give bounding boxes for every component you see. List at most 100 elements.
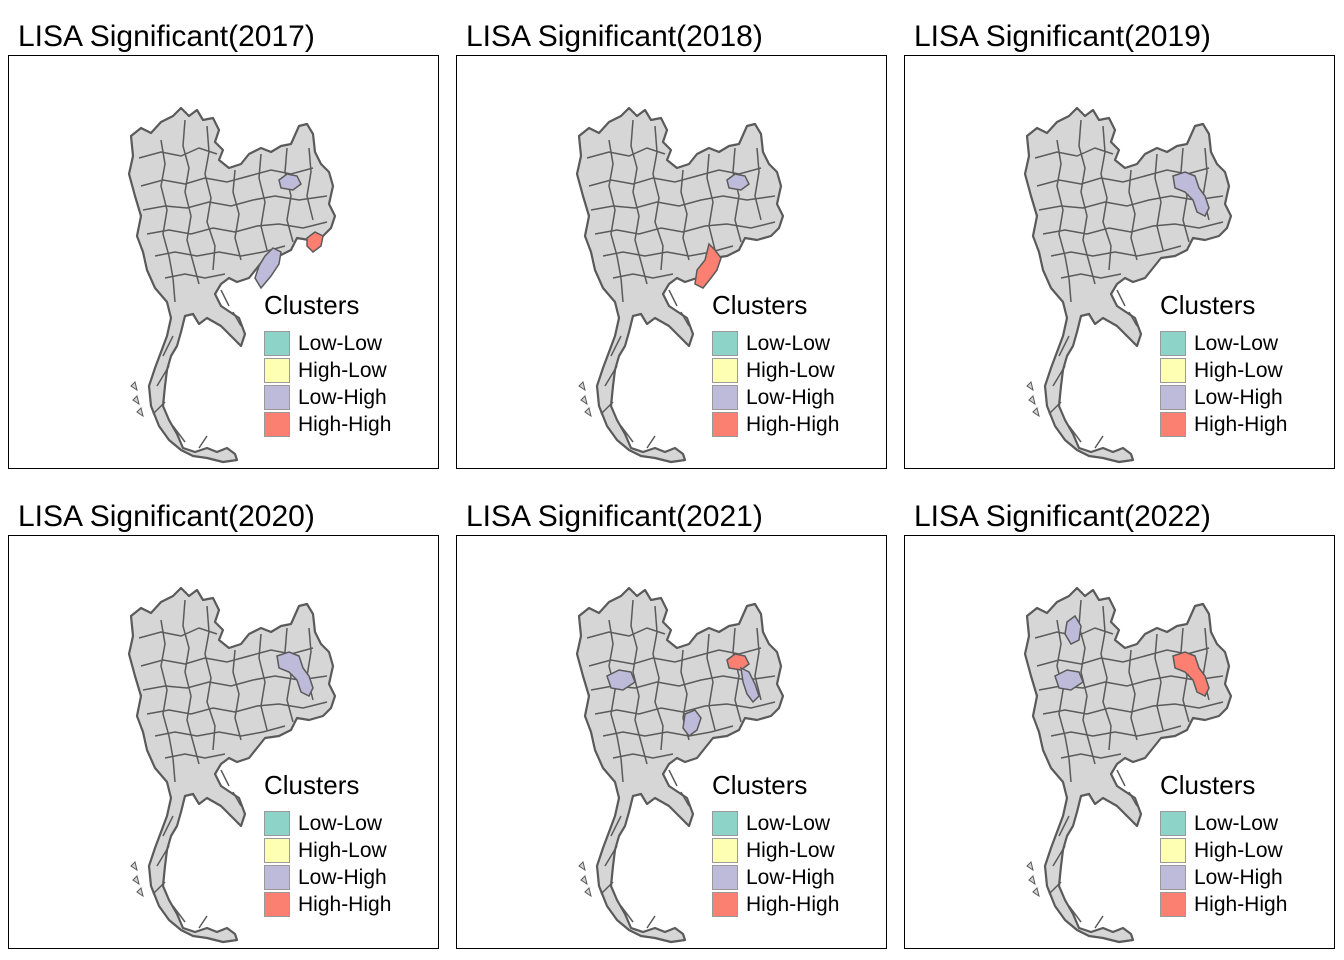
province-border (680, 169, 690, 261)
province-border (1042, 221, 1224, 235)
legend-swatch (712, 385, 738, 410)
province-border (154, 725, 286, 737)
thailand-map (127, 106, 337, 464)
legend-swatch (264, 358, 290, 383)
legend-label: High-High (1194, 893, 1288, 916)
legend-item: Low-Low (1160, 810, 1287, 837)
province-border (162, 815, 174, 837)
province-border (1036, 167, 1210, 187)
legend-swatch (712, 892, 738, 917)
thailand-map (1023, 586, 1233, 944)
legend-item: Low-Low (1160, 330, 1287, 357)
province-border (152, 401, 166, 415)
province-border (608, 619, 624, 783)
province-border (1180, 147, 1190, 243)
province-border (1154, 153, 1164, 251)
cluster-region-west-central (1054, 669, 1084, 691)
island (1028, 395, 1036, 406)
cluster-region-northeast-tip (278, 173, 302, 191)
legend-label: Low-High (298, 386, 387, 409)
legend-title: Clusters (264, 770, 360, 800)
province-border (220, 289, 230, 307)
island (132, 395, 140, 406)
legend-swatch (1160, 892, 1186, 917)
legend-swatch (1160, 811, 1186, 836)
legend-item: High-High (1160, 411, 1287, 438)
province-border (1094, 435, 1104, 449)
island (136, 887, 144, 898)
province-border (204, 605, 216, 751)
legend-label: High-High (298, 893, 392, 916)
map-frame: Clusters Low-Low High-Low Low-High High-Hig… (456, 535, 887, 949)
province-border (1068, 905, 1082, 923)
legend-item: High-Low (264, 357, 391, 384)
legend-label: Low-High (746, 386, 835, 409)
legend-swatch (264, 838, 290, 863)
province-border (156, 845, 170, 867)
province-border (1100, 125, 1112, 271)
panel-title: LISA Significant(2022) (914, 500, 1211, 533)
thailand-map (127, 586, 337, 944)
province-border (604, 365, 618, 387)
province-border (306, 147, 314, 221)
province-border (630, 119, 648, 285)
legend-swatch (264, 811, 290, 836)
island (578, 861, 586, 872)
province-border (146, 221, 328, 235)
legend-swatch (1160, 385, 1186, 410)
province-border (732, 147, 742, 243)
province-border (732, 627, 742, 723)
province-border (680, 311, 690, 327)
province-border (1060, 273, 1122, 279)
province-border (1050, 725, 1182, 737)
legend-swatch (264, 892, 290, 917)
legend-title: Clusters (712, 290, 808, 320)
legend-label: High-High (298, 413, 392, 436)
legend-swatch (712, 358, 738, 383)
province-border (1050, 245, 1182, 257)
legend-item: Low-High (264, 864, 391, 891)
province-border (1180, 627, 1190, 723)
legend-item: Low-High (712, 864, 839, 891)
province-border (152, 881, 166, 895)
thailand-map (1023, 106, 1233, 464)
province-border (600, 881, 614, 895)
map-frame: Clusters Low-Low High-Low Low-High High-Hig… (904, 535, 1335, 949)
legend: Clusters Low-Low High-Low Low-High High-Hig… (1160, 292, 1287, 438)
legend-item: High-High (264, 891, 391, 918)
legend-swatch (712, 865, 738, 890)
province-border (220, 769, 230, 787)
map-panel-2: LISA Significant(2018) Clusters Low-Low H… (456, 8, 888, 469)
island (584, 407, 592, 418)
country-outline (1023, 106, 1233, 464)
legend-item: High-High (712, 891, 839, 918)
island (578, 381, 586, 392)
legend-label: High-Low (746, 359, 835, 382)
legend-swatch (264, 331, 290, 356)
province-border (620, 425, 634, 443)
province-border (630, 599, 648, 765)
province-border (612, 273, 674, 279)
legend-label: High-Low (1194, 839, 1283, 862)
province-border (284, 147, 294, 243)
province-border (1058, 815, 1070, 837)
map-frame: Clusters Low-Low High-Low Low-High High-Hig… (8, 535, 439, 949)
map-panel-1: LISA Significant(2017) Clusters Low-Low H… (8, 8, 440, 469)
cluster-region-east-border (306, 231, 324, 253)
legend-label: Low-Low (298, 332, 383, 355)
legend-title: Clusters (1160, 770, 1256, 800)
legend-swatch (264, 412, 290, 437)
province-border (652, 125, 664, 271)
province-border (610, 815, 622, 837)
cluster-region-northeast-edge-south (740, 666, 760, 704)
province-border (156, 365, 170, 387)
province-border (154, 245, 286, 257)
legend-swatch (1160, 838, 1186, 863)
province-border (612, 753, 674, 759)
province-border (668, 769, 678, 787)
legend-title: Clusters (1160, 290, 1256, 320)
panel-title: LISA Significant(2017) (18, 20, 315, 53)
legend-item: High-Low (264, 837, 391, 864)
legend-item: Low-Low (264, 330, 391, 357)
map-frame: Clusters Low-Low High-Low Low-High High-Hig… (904, 55, 1335, 469)
